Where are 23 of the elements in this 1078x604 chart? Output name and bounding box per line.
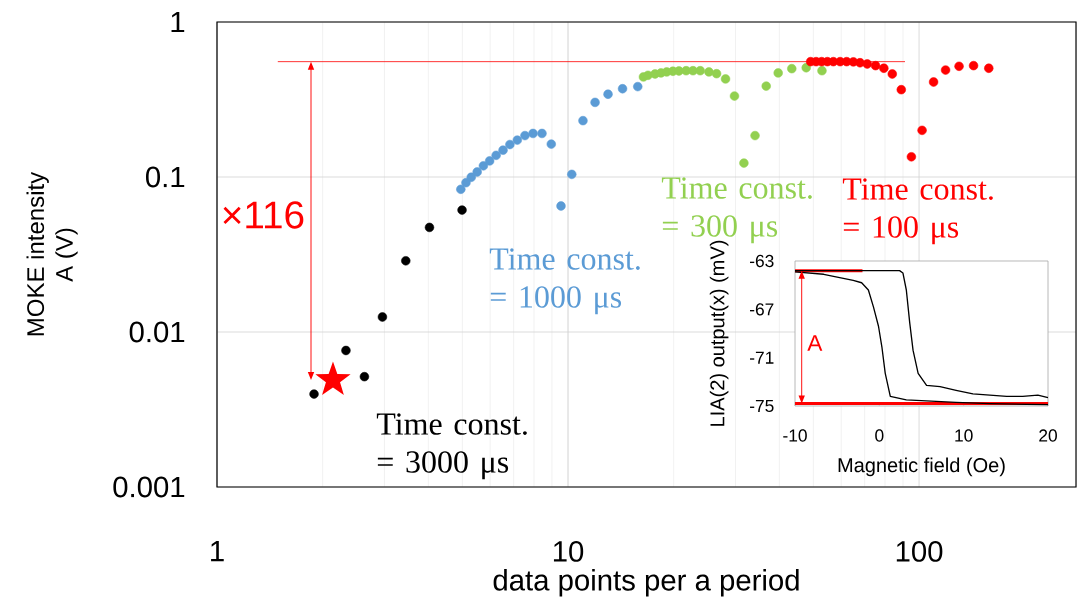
y-tick-label: 0.01 xyxy=(129,321,185,343)
x-tick-label: 0 xyxy=(875,429,884,442)
x-tick-label: -10 xyxy=(783,429,807,442)
y-axis-title: MOKE intensity A (V) xyxy=(26,171,78,336)
y-tick-label: -75 xyxy=(750,399,774,413)
annotation: Time const. = 3000 μs xyxy=(376,413,527,480)
x-tick-label: 100 xyxy=(896,541,943,562)
y-tick-label: -63 xyxy=(750,254,774,268)
x-tick-label: 10 xyxy=(553,541,584,562)
y-tick-label: -71 xyxy=(750,351,774,364)
y-tick-label: 0.001 xyxy=(113,476,185,498)
x-tick-label: 20 xyxy=(1039,429,1057,442)
y-tick-label: -67 xyxy=(750,303,774,316)
x-tick-label: 1 xyxy=(211,541,224,562)
y-tick-label: 1 xyxy=(171,11,185,33)
x-axis-title: Magnetic field (Oe) xyxy=(838,457,1005,477)
annotation: ×116 xyxy=(223,201,304,229)
x-tick-label: 10 xyxy=(955,429,973,442)
x-axis-title: data points per a period xyxy=(493,569,799,597)
annotation: Time const. = 1000 μs xyxy=(489,248,640,315)
annotation: A xyxy=(807,335,823,351)
y-tick-label: 0.1 xyxy=(146,166,185,188)
annotation: Time const. = 100 μs xyxy=(842,178,993,245)
